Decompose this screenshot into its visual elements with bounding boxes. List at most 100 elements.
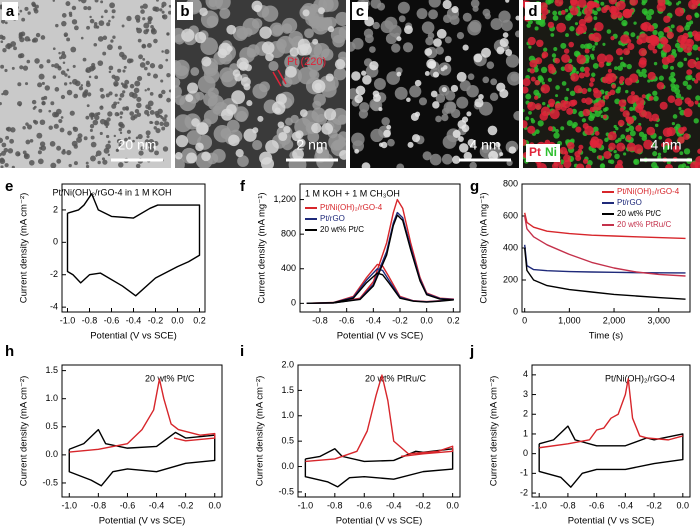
micrograph-texture bbox=[121, 54, 127, 60]
micrograph-texture bbox=[335, 11, 346, 27]
micrograph-texture bbox=[149, 110, 155, 115]
micrograph-texture bbox=[90, 117, 94, 120]
micrograph-texture bbox=[554, 0, 564, 7]
micrograph-texture bbox=[674, 98, 683, 107]
micrograph-texture bbox=[137, 134, 143, 140]
micrograph-texture bbox=[327, 26, 335, 33]
panel-letter-bg bbox=[525, 2, 541, 20]
micrograph-texture bbox=[337, 114, 346, 125]
micrograph-texture bbox=[467, 138, 476, 147]
micrograph-texture bbox=[560, 42, 567, 49]
micrograph-texture bbox=[693, 118, 699, 124]
micrograph-texture bbox=[36, 132, 43, 139]
micrograph-texture bbox=[462, 44, 469, 51]
micrograph-texture bbox=[578, 144, 584, 150]
micrograph-texture bbox=[593, 16, 598, 21]
micrograph-texture bbox=[525, 116, 530, 121]
micrograph-texture bbox=[175, 85, 182, 99]
micrograph-texture bbox=[467, 21, 482, 36]
micrograph-texture bbox=[528, 45, 532, 49]
micrograph-texture bbox=[667, 95, 676, 104]
micrograph-texture bbox=[616, 142, 626, 152]
micrograph-texture bbox=[559, 146, 568, 155]
annotation: Pt/Ni(OH)₂/rGO-4 in 1 M KOH bbox=[52, 187, 171, 197]
micrograph-texture bbox=[136, 27, 143, 34]
legend-label: Pt/Ni(OH)₂/rGO-4 bbox=[320, 203, 383, 212]
micrograph-texture bbox=[677, 136, 685, 144]
micrograph-texture bbox=[462, 12, 472, 22]
micrograph-texture bbox=[686, 69, 693, 76]
micrograph-texture bbox=[106, 117, 111, 122]
plot-frame bbox=[61, 183, 206, 313]
micrograph-texture bbox=[333, 67, 346, 81]
micrograph-texture bbox=[261, 41, 275, 55]
micrograph-texture bbox=[56, 158, 62, 164]
micrograph-texture bbox=[78, 86, 84, 91]
micrograph-texture bbox=[86, 80, 90, 85]
micrograph-texture bbox=[299, 109, 308, 117]
micrograph-texture bbox=[432, 71, 439, 78]
micrograph-texture bbox=[220, 108, 234, 121]
micrograph-texture bbox=[540, 66, 548, 74]
micrograph-texture bbox=[116, 138, 122, 144]
micrograph-texture bbox=[598, 155, 603, 160]
x-tick-label: -1.0 bbox=[531, 500, 547, 510]
micrograph-texture bbox=[584, 97, 593, 105]
micrograph-texture bbox=[547, 21, 555, 29]
micrograph-texture bbox=[6, 42, 11, 48]
micrograph-texture bbox=[619, 76, 625, 82]
micrograph-texture bbox=[394, 86, 408, 100]
micrograph-texture bbox=[385, 33, 397, 45]
micrograph-texture bbox=[414, 111, 421, 117]
micrograph-texture bbox=[482, 76, 490, 84]
micrograph-texture bbox=[687, 31, 694, 38]
micrograph-texture bbox=[104, 9, 108, 14]
micrograph-texture bbox=[90, 155, 96, 162]
micrograph-texture bbox=[577, 0, 587, 8]
x-tick-label: 0.0 bbox=[208, 500, 221, 510]
micrograph-texture bbox=[671, 48, 677, 54]
micrograph-texture bbox=[558, 164, 564, 168]
micrograph-texture bbox=[604, 106, 609, 111]
micrograph-texture bbox=[61, 150, 66, 155]
micrograph-texture bbox=[113, 83, 118, 87]
micrograph-texture bbox=[118, 162, 124, 168]
micrograph-texture bbox=[186, 130, 202, 145]
micrograph-texture bbox=[175, 156, 185, 168]
micrograph-texture bbox=[252, 139, 263, 151]
annotation: Pt/Ni(OH)₂/rGO-4 bbox=[605, 373, 675, 383]
micrograph-texture bbox=[235, 148, 244, 158]
micrograph-texture bbox=[268, 60, 279, 72]
micrograph-texture bbox=[536, 162, 541, 168]
annotation: 20 wt% Pt/C bbox=[145, 373, 195, 383]
plot-frame bbox=[297, 364, 461, 498]
micrograph-texture bbox=[613, 124, 617, 129]
micrograph-texture bbox=[560, 104, 567, 112]
micrograph-texture bbox=[98, 20, 105, 27]
micrograph-texture bbox=[648, 95, 654, 101]
micrograph-texture bbox=[583, 7, 593, 16]
micrograph-texture bbox=[125, 106, 129, 110]
micrograph-texture bbox=[427, 60, 436, 69]
micrograph-texture bbox=[424, 48, 433, 56]
micrograph-texture bbox=[535, 19, 541, 25]
micrograph-texture bbox=[478, 94, 484, 100]
micrograph-texture bbox=[654, 123, 659, 128]
micrograph-texture bbox=[68, 11, 73, 16]
micrograph-texture bbox=[621, 19, 628, 27]
micrograph-texture bbox=[616, 159, 623, 166]
micrograph-texture bbox=[140, 9, 145, 14]
y-tick-label: 2 bbox=[53, 204, 58, 214]
micrograph-texture bbox=[296, 44, 308, 56]
micrograph-texture bbox=[15, 151, 21, 157]
micrograph-texture bbox=[167, 10, 171, 15]
micrograph-texture bbox=[17, 82, 22, 87]
micrograph-texture bbox=[659, 101, 668, 110]
micrograph-texture bbox=[635, 125, 642, 132]
micrograph-texture bbox=[592, 126, 599, 133]
micrograph-texture bbox=[685, 38, 695, 47]
micrograph-texture bbox=[662, 43, 672, 53]
x-tick-label: -1.0 bbox=[298, 500, 314, 510]
micrograph-texture bbox=[540, 106, 551, 117]
micrograph-texture bbox=[616, 0, 626, 11]
